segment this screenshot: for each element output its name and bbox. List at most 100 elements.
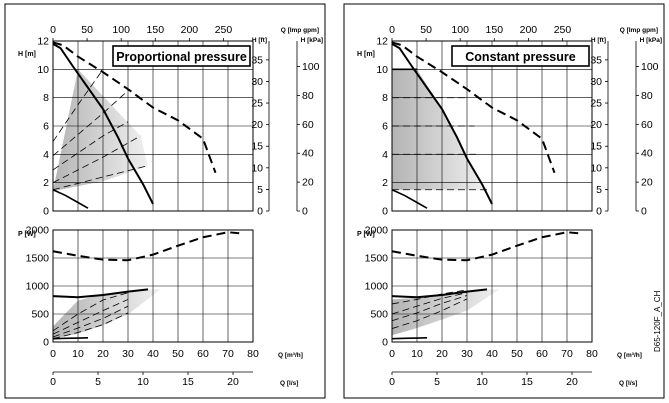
- x-tick-label: 30: [122, 348, 134, 360]
- top-gpm-tick-label: 200: [520, 24, 538, 36]
- panel-title-box: [451, 45, 590, 67]
- head-y-tick-label: 4: [43, 149, 49, 161]
- head-y-tick-label: 10: [37, 64, 49, 76]
- power-curve-1: [52, 288, 149, 299]
- ls-axis-label: Q [l/s]: [619, 380, 637, 387]
- top-gpm-tick-label: 250: [215, 24, 233, 36]
- head-kpa-tick-label: 20: [302, 177, 314, 189]
- top-gpm-axis-label: Q [Imp gpm]: [281, 27, 319, 34]
- head-y-tick-label: 10: [376, 64, 388, 76]
- head-kpa-axis-label: H [kPa]: [301, 37, 323, 44]
- head-kpa-tick-label: 0: [641, 206, 647, 218]
- head-ft-tick-label: 10: [590, 162, 602, 174]
- power-y-tick-label: 1000: [26, 281, 50, 293]
- power-plot-border: [391, 229, 593, 343]
- head-kpa-tick-label: 40: [641, 148, 653, 160]
- power-operating-area: [392, 289, 500, 336]
- head-ft-tick-label: 30: [590, 76, 602, 88]
- ls-tick-label: 5: [95, 376, 101, 388]
- power-y-tick-label: 0: [382, 337, 388, 349]
- head-ft-tick-label: 20: [251, 119, 263, 131]
- head-curve-2: [391, 189, 428, 209]
- head-y-tick-label: 8: [382, 92, 388, 104]
- head-curve-1: [52, 42, 154, 205]
- power-y-tick-label: 2000: [26, 225, 50, 237]
- top-gpm-tick-label: 250: [554, 24, 572, 36]
- ls-tick-label: 20: [227, 376, 239, 388]
- head-ft-tick-label: 15: [251, 141, 263, 153]
- head-y-tick-label: 12: [37, 36, 49, 48]
- head-curve-7: [52, 165, 149, 191]
- head-kpa-tick-label: 0: [302, 206, 308, 218]
- power-curve-0: [52, 231, 241, 262]
- head-operating-area: [53, 69, 148, 192]
- head-curve-6: [52, 135, 141, 184]
- x-tick-label: 60: [197, 348, 209, 360]
- power-curve-6: [52, 312, 129, 340]
- x-tick-label: 40: [486, 348, 498, 360]
- power-y-tick-label: 2000: [365, 225, 389, 237]
- ls-tick-label: 15: [521, 376, 533, 388]
- top-gpm-tick-label: 50: [420, 24, 432, 36]
- top-gpm-tick-label: 0: [389, 24, 395, 36]
- head-ft-tick-label: 25: [590, 98, 602, 110]
- head-kpa-axis-label: H [kPa]: [640, 37, 662, 44]
- x-tick-label: 20: [436, 348, 448, 360]
- power-y-tick-label: 500: [370, 309, 388, 321]
- power-y-tick-label: 1000: [365, 281, 389, 293]
- head-kpa-tick-label: 80: [641, 90, 653, 102]
- head-ft-tick-label: 5: [257, 184, 263, 196]
- x-tick-label: 80: [247, 348, 259, 360]
- head-curve-0: [52, 41, 217, 174]
- panel-title: Constant pressure: [465, 50, 575, 64]
- head-ft-tick-label: 35: [590, 54, 602, 66]
- x-tick-label: 30: [461, 348, 473, 360]
- panel-title-box: [112, 45, 251, 67]
- x-axis-label: Q [m³/h]: [617, 352, 642, 359]
- head-kpa-tick-label: 100: [641, 61, 659, 73]
- head-ft-tick-label: 25: [251, 98, 263, 110]
- head-kpa-tick-label: 20: [641, 177, 653, 189]
- panel-frame: [343, 3, 665, 399]
- head-ft-tick-label: 15: [590, 141, 602, 153]
- head-ft-tick-label: 0: [257, 206, 263, 218]
- panel-title: Proportional pressure: [116, 50, 247, 64]
- x-tick-label: 60: [536, 348, 548, 360]
- ls-tick-label: 15: [182, 376, 194, 388]
- head-ft-tick-label: 5: [596, 184, 602, 196]
- power-y-axis-label: P [W]: [18, 231, 36, 238]
- x-tick-label: 40: [147, 348, 159, 360]
- ls-tick-label: 0: [50, 376, 56, 388]
- ls-tick-label: 10: [137, 376, 149, 388]
- head-kpa-tick-label: 100: [302, 61, 320, 73]
- x-tick-label: 70: [222, 348, 234, 360]
- head-curve-3: [52, 69, 104, 142]
- head-y-tick-label: 6: [382, 121, 388, 133]
- x-tick-label: 80: [586, 348, 598, 360]
- power-y-tick-label: 0: [43, 337, 49, 349]
- head-curve-4: [52, 90, 129, 157]
- head-y-axis-label: H [m]: [18, 51, 36, 58]
- power-curve-0: [391, 231, 580, 262]
- head-curve-0: [391, 41, 556, 174]
- top-gpm-tick-label: 0: [50, 24, 56, 36]
- ls-tick-label: 5: [434, 376, 440, 388]
- head-y-tick-label: 2: [43, 177, 49, 189]
- power-curve-2: [52, 337, 89, 340]
- x-tick-label: 50: [172, 348, 184, 360]
- x-axis-label: Q [m³/h]: [278, 352, 303, 359]
- power-y-axis-label: P [W]: [357, 231, 375, 238]
- top-gpm-tick-label: 150: [486, 24, 504, 36]
- power-curve-4: [52, 299, 129, 335]
- power-curve-3: [52, 292, 129, 332]
- head-y-tick-label: 12: [376, 36, 388, 48]
- top-gpm-tick-label: 100: [112, 24, 130, 36]
- head-ft-tick-label: 0: [596, 206, 602, 218]
- head-y-tick-label: 0: [382, 206, 388, 218]
- top-gpm-tick-label: 100: [451, 24, 469, 36]
- power-y-tick-label: 500: [31, 309, 49, 321]
- head-y-tick-label: 6: [43, 121, 49, 133]
- power-curve-6: [391, 298, 468, 329]
- head-kpa-tick-label: 40: [302, 148, 314, 160]
- ls-axis-label: Q [l/s]: [280, 380, 298, 387]
